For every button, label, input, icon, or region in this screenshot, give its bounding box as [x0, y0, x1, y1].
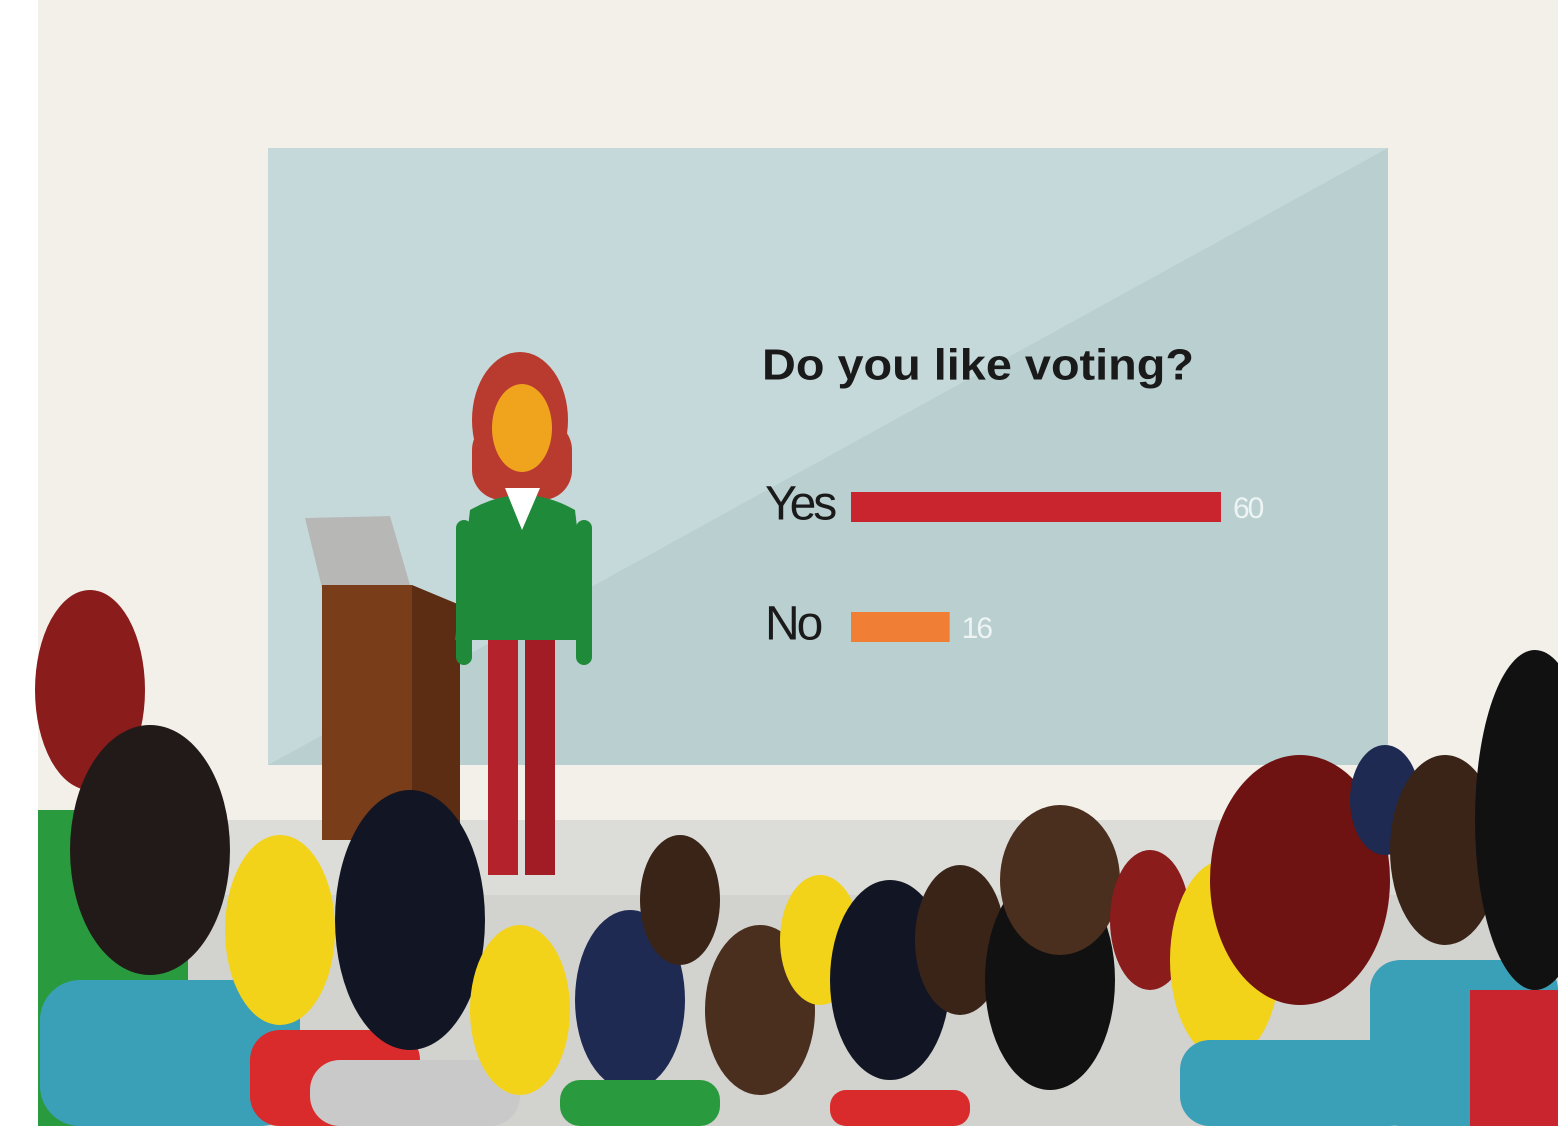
person-body: [40, 980, 300, 1126]
presenter-collar: [505, 488, 540, 530]
person-head: [915, 865, 1005, 1015]
bar: [851, 612, 950, 642]
presenter-jacket: [455, 495, 590, 640]
person-head: [640, 835, 720, 965]
presenter-leg: [525, 640, 555, 875]
value-label: 16: [962, 612, 993, 645]
presenter-leg: [488, 640, 518, 875]
podium-top: [305, 516, 410, 588]
person-head: [575, 910, 685, 1090]
bar-chart: Yes 60 No 16: [765, 478, 1266, 651]
person-body: [830, 1090, 970, 1126]
chart-title: Do you like voting?: [762, 341, 1194, 390]
person-head: [335, 790, 485, 1050]
person-head: [1000, 805, 1120, 955]
person-body: [1180, 1040, 1420, 1126]
audience: [35, 590, 1558, 1126]
person-head: [1390, 755, 1500, 945]
person-head: [1475, 650, 1558, 990]
bar: [851, 492, 1221, 522]
podium-side: [412, 585, 460, 840]
presenter-arm: [456, 520, 472, 665]
person-head: [470, 925, 570, 1095]
person-head: [1110, 850, 1190, 990]
category-label: Yes: [765, 478, 836, 531]
person-head: [70, 725, 230, 975]
person-head: [1210, 755, 1390, 1005]
person-body: [310, 1060, 520, 1126]
value-label: 60: [1233, 492, 1264, 525]
category-label: No: [765, 598, 822, 651]
person-head: [225, 835, 335, 1025]
person-body: [560, 1080, 720, 1126]
presenter-face: [492, 384, 552, 472]
person-body: [1470, 990, 1558, 1126]
presenter-arm: [576, 520, 592, 665]
